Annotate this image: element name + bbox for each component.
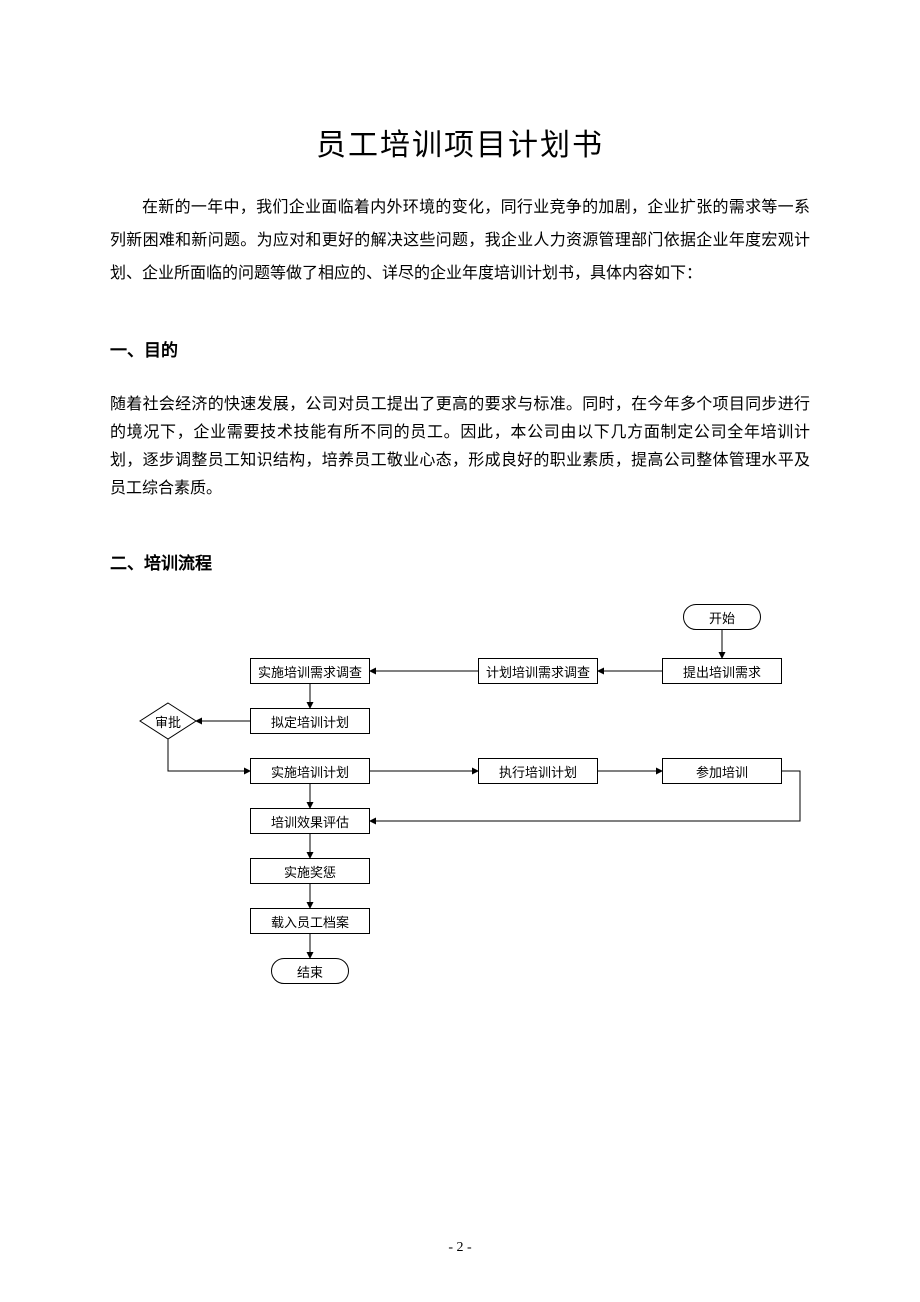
- training-flowchart: 开始提出培训需求 计划培训需求调查 实施培训需求调查拟定培训计划 审批实施培训计划 执行…: [110, 604, 810, 1024]
- flow-node-end: 结束: [271, 958, 349, 984]
- section-1-heading: 一、目的: [110, 336, 810, 361]
- flow-node-reward: 实施奖惩: [250, 858, 370, 884]
- flow-node-start: 开始: [683, 604, 761, 630]
- flow-node-exec: 执行培训计划: [478, 758, 598, 784]
- flow-node-propose: 提出培训需求: [662, 658, 782, 684]
- section-1-body: 随着社会经济的快速发展，公司对员工提出了更高的要求与标准。同时，在今年多个项目同…: [110, 391, 810, 503]
- flow-node-plan_survey: 计划培训需求调查: [478, 658, 598, 684]
- flow-node-do_survey: 实施培训需求调查: [250, 658, 370, 684]
- document-page: 员工培训项目计划书 在新的一年中，我们企业面临着内外环境的变化，同行业竞争的加剧…: [0, 0, 920, 1302]
- section-2-heading: 二、培训流程: [110, 549, 810, 574]
- document-title: 员工培训项目计划书: [110, 120, 810, 164]
- flow-node-draft: 拟定培训计划: [250, 708, 370, 734]
- flow-node-archive: 载入员工档案: [250, 908, 370, 934]
- flow-node-impl: 实施培训计划: [250, 758, 370, 784]
- intro-paragraph: 在新的一年中，我们企业面临着内外环境的变化，同行业竞争的加剧，企业扩张的需求等一…: [110, 192, 810, 290]
- page-footer: - 2 -: [0, 1240, 920, 1256]
- flow-node-attend: 参加培训: [662, 758, 782, 784]
- flow-node-eval: 培训效果评估: [250, 808, 370, 834]
- flow-node-approve: 审批: [140, 703, 196, 739]
